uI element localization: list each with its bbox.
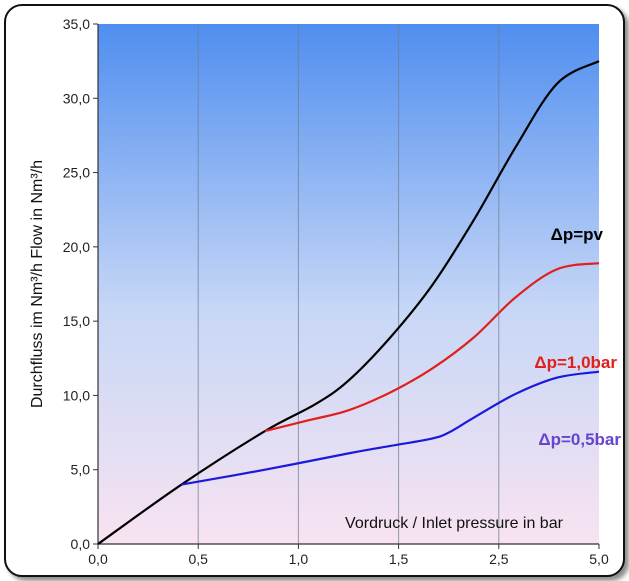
series-group [97, 60, 600, 545]
plot-area [98, 24, 599, 544]
chart-svg: 0,0 0,5 1,0 1,5 2,5 5,0 0,0 5,0 10,0 15,0 20,0 25,0… [29, 16, 621, 567]
x-tick-label: 0,0 [88, 551, 108, 567]
x-axis-title: Vordruck / Inlet pressure in bar [345, 515, 564, 532]
y-tick-label: 30,0 [63, 90, 90, 106]
tick-labels: 0,0 0,5 1,0 1,5 2,5 5,0 0,0 5,0 10,0 15,0 20,0 25,0… [63, 16, 609, 567]
x-tick-label: 1,0 [289, 551, 309, 567]
y-tick-label: 15,0 [63, 313, 90, 329]
y-tick-label: 0,0 [71, 536, 91, 552]
x-tick-label: 1,5 [389, 551, 409, 567]
series-labels: Δp=pv Δp=1,0bar Δp=0,5bar [534, 225, 621, 449]
x-tick-label: 5,0 [589, 551, 609, 567]
axes [97, 24, 599, 545]
y-tick-label: 10,0 [63, 387, 90, 403]
x-tick-label: 2,5 [489, 551, 509, 567]
y-tick-label: 20,0 [63, 239, 90, 255]
y-axis-title: Durchfluss im Nm³/h Flow in Nm³/h [29, 160, 46, 408]
x-tick-label: 0,5 [188, 551, 208, 567]
series-label-0: Δp=pv [551, 225, 604, 244]
y-tick-label: 5,0 [71, 462, 91, 478]
chart-frame: 0,0 0,5 1,0 1,5 2,5 5,0 0,0 5,0 10,0 15,0 20,0 25,0… [4, 4, 625, 577]
y-tick-label: 25,0 [63, 165, 90, 181]
series-label-2: Δp=0,5bar [538, 430, 621, 449]
series-label-1: Δp=1,0bar [534, 353, 617, 372]
series-line-1 [264, 262, 600, 433]
series-line-0 [97, 60, 600, 545]
y-tick-label: 35,0 [63, 16, 90, 32]
grid-lines [197, 24, 500, 544]
series-line-2 [181, 370, 600, 486]
